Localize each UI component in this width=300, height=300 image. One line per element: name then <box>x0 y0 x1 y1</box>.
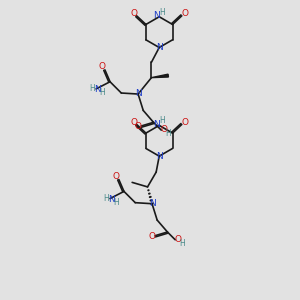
Text: O: O <box>148 232 155 241</box>
Text: H: H <box>159 116 165 125</box>
Text: N: N <box>94 85 101 94</box>
Text: O: O <box>175 235 182 244</box>
Text: O: O <box>181 118 188 127</box>
Text: H: H <box>179 239 185 248</box>
Text: N: N <box>149 199 156 208</box>
Text: N: N <box>156 152 163 160</box>
Text: N: N <box>108 195 115 204</box>
Text: O: O <box>130 118 137 127</box>
Text: O: O <box>181 9 188 18</box>
Text: N: N <box>135 89 142 98</box>
Text: O: O <box>113 172 120 181</box>
Text: N: N <box>156 43 163 52</box>
Text: H: H <box>165 129 171 138</box>
Polygon shape <box>152 74 168 78</box>
Text: O: O <box>160 125 168 134</box>
Text: N: N <box>153 11 160 20</box>
Text: H: H <box>103 194 109 203</box>
Text: H: H <box>89 84 95 93</box>
Text: O: O <box>130 9 137 18</box>
Text: H: H <box>159 8 165 17</box>
Text: H: H <box>113 198 119 207</box>
Text: O: O <box>134 122 141 131</box>
Text: O: O <box>99 62 106 71</box>
Text: N: N <box>153 120 160 129</box>
Text: H: H <box>99 88 105 97</box>
